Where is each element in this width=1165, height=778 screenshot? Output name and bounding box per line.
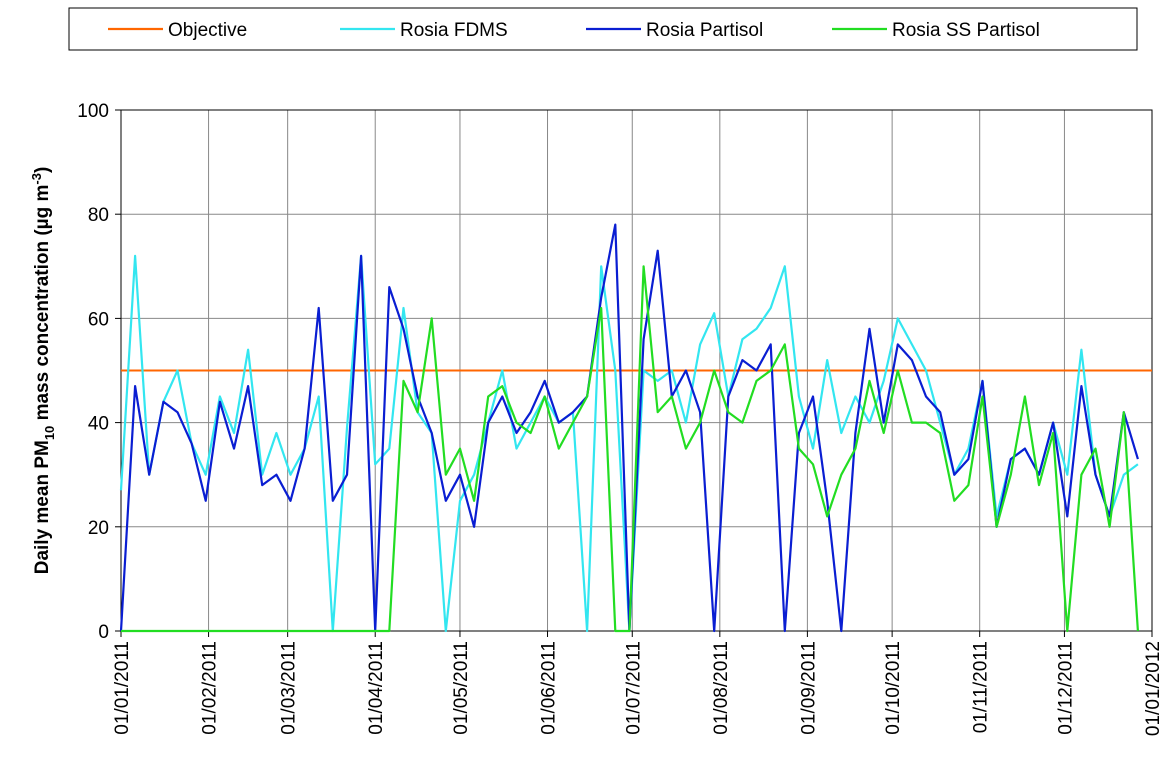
x-tick-label: 01/06/2011 — [539, 641, 560, 735]
y-axis-label-part: -3 — [29, 173, 44, 185]
y-axis-label-part: ) — [32, 167, 53, 173]
legend-label: Rosia Partisol — [646, 20, 763, 41]
x-tick-label: 01/01/2012 — [1143, 641, 1164, 736]
y-tick-label: 0 — [98, 622, 109, 643]
legend-label: Objective — [168, 20, 247, 41]
x-tick-label: 01/12/2011 — [1055, 641, 1076, 735]
legend-label: Rosia FDMS — [400, 20, 508, 41]
x-tick-label: 01/08/2011 — [711, 641, 732, 735]
x-tick-label: 01/07/2011 — [623, 641, 644, 735]
y-tick-label: 100 — [77, 101, 109, 122]
y-axis-label-part: Daily mean PM — [32, 440, 53, 574]
y-tick-label: 40 — [88, 414, 109, 435]
x-tick-label: 01/05/2011 — [451, 641, 472, 735]
y-tick-label: 80 — [88, 205, 109, 226]
legend-label: Rosia SS Partisol — [892, 20, 1040, 41]
x-tick-label: 01/01/2011 — [112, 641, 133, 735]
y-tick-label: 60 — [88, 309, 109, 330]
x-tick-label: 01/09/2011 — [798, 641, 819, 735]
y-tick-label: 20 — [88, 518, 109, 539]
y-axis-label: Daily mean PM10 mass concentration (µg m… — [29, 167, 57, 575]
y-axis-label-part: mass concentration (µg m — [32, 185, 53, 426]
y-axis-label-part: 10 — [42, 426, 57, 440]
x-tick-label: 01/03/2011 — [279, 641, 300, 735]
x-tick-label: 01/10/2011 — [883, 641, 904, 735]
x-tick-label: 01/02/2011 — [200, 641, 221, 735]
x-tick-label: 01/11/2011 — [971, 641, 992, 733]
x-tick-label: 01/04/2011 — [366, 641, 387, 735]
series-line — [121, 265, 1139, 633]
